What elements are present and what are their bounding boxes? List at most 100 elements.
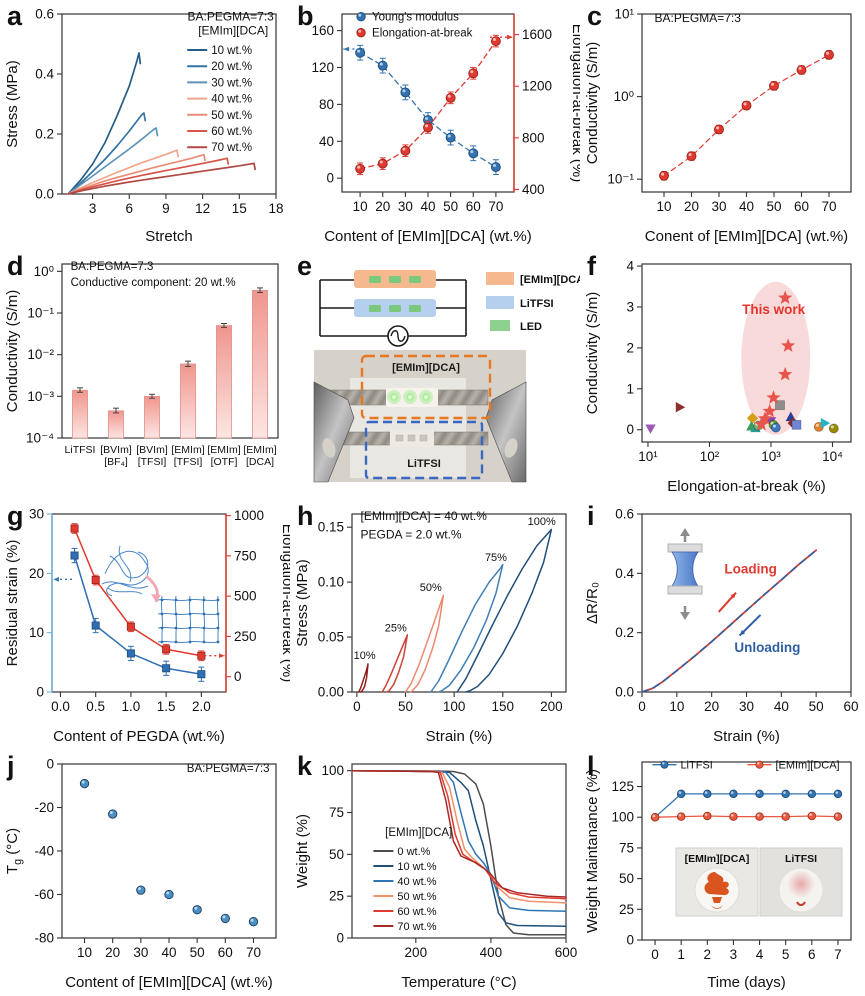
svg-text:0.2: 0.2 <box>615 625 634 640</box>
svg-text:20: 20 <box>29 566 44 581</box>
panel-k: k 200 400 600 0 25 50 75 100 Temperature (°C) Wei… <box>290 750 580 996</box>
svg-text:Elongation-at-break (%): Elongation-at-break (%) <box>569 24 580 182</box>
conductivity-content-chart: 10 20 30 40 50 60 70 10⁻¹ 10⁰ 10¹ Conent of [EMIm]… <box>584 7 852 245</box>
svg-text:5: 5 <box>782 947 790 962</box>
svg-text:0.15: 0.15 <box>318 520 344 535</box>
svg-text:0.05: 0.05 <box>318 630 344 645</box>
svg-text:50: 50 <box>190 945 205 960</box>
svg-text:40: 40 <box>319 134 334 149</box>
svg-text:75: 75 <box>619 840 634 855</box>
svg-text:0.00: 0.00 <box>318 685 344 700</box>
panel-l: l 0 1 2 3 4 5 6 7 0 25 50 75 100 125 Time (days) Weight… <box>580 750 865 996</box>
svg-text:ΔR/R₀: ΔR/R₀ <box>584 582 601 624</box>
svg-text:10 wt.%: 10 wt.% <box>211 45 252 57</box>
svg-text:50: 50 <box>329 847 344 862</box>
svg-text:10: 10 <box>77 945 92 960</box>
svg-text:-40: -40 <box>34 844 54 859</box>
svg-text:60: 60 <box>794 199 809 214</box>
svg-text:250: 250 <box>234 629 257 644</box>
conductivity-bars-chart: LiTFSI [BVIm][BF₄][BVIm][TFSI][EMIm][TFSI… <box>4 261 279 468</box>
svg-text:400: 400 <box>480 945 503 960</box>
svg-text:LiTFSI: LiTFSI <box>680 760 712 772</box>
panel-f: f 10¹ 10² 10³ 10⁴ 0 1 2 3 4 Elongation-at-break (… <box>580 250 865 500</box>
panel-g: g 0.0 0.5 1.0 1.5 2.0 0 10 20 30 0 250 500 750 1000 Co… <box>0 500 290 750</box>
svg-text:70 wt.%: 70 wt.% <box>211 142 252 154</box>
svg-text:PEGDA = 2.0 wt.%: PEGDA = 2.0 wt.% <box>361 528 462 542</box>
svg-text:160: 160 <box>311 23 334 38</box>
svg-text:1.0: 1.0 <box>122 699 141 714</box>
svg-text:12: 12 <box>195 201 210 216</box>
svg-text:10⁰: 10⁰ <box>34 264 55 279</box>
svg-text:2.0: 2.0 <box>192 699 211 714</box>
svg-text:10¹: 10¹ <box>638 449 658 464</box>
svg-text:500: 500 <box>234 589 257 604</box>
svg-text:70: 70 <box>246 945 261 960</box>
svg-text:20: 20 <box>684 199 699 214</box>
panel-j: j 10 20 30 40 50 60 70 0 -20 -40 -60 -80 Content of … <box>0 750 290 996</box>
svg-text:-60: -60 <box>34 887 54 902</box>
svg-text:Loading: Loading <box>724 562 777 577</box>
svg-text:60 wt.%: 60 wt.% <box>397 906 436 918</box>
svg-text:3: 3 <box>626 299 634 314</box>
svg-text:Temperature (°C): Temperature (°C) <box>401 974 516 991</box>
svg-text:10³: 10³ <box>761 449 781 464</box>
svg-text:7: 7 <box>834 947 842 962</box>
svg-text:[BF₄]: [BF₄] <box>104 456 128 468</box>
svg-text:3: 3 <box>89 201 97 216</box>
svg-text:30 wt.%: 30 wt.% <box>211 77 252 89</box>
svg-text:[EMIm][DCA]: [EMIm][DCA] <box>385 827 452 839</box>
photo-label-litfsi: LiTFSI <box>407 458 441 470</box>
svg-text:30: 30 <box>398 199 413 214</box>
svg-text:25: 25 <box>329 889 344 904</box>
svg-text:50 wt.%: 50 wt.% <box>397 891 436 903</box>
svg-text:Conductivity (S/m): Conductivity (S/m) <box>4 290 21 413</box>
circuit-schematic: [EMIm][DCA] LiTFSI LED <box>319 270 580 347</box>
glass-transition-chart: 10 20 30 40 50 60 70 0 -20 -40 -60 -80 Content of [E… <box>4 757 277 991</box>
svg-text:4: 4 <box>626 259 634 274</box>
svg-text:30: 30 <box>29 507 44 522</box>
svg-text:0: 0 <box>651 947 659 962</box>
svg-text:40: 40 <box>161 945 176 960</box>
svg-text:0.5: 0.5 <box>86 699 105 714</box>
svg-text:[BVIm]: [BVIm] <box>100 444 132 456</box>
svg-text:6: 6 <box>808 947 816 962</box>
svg-text:1.5: 1.5 <box>157 699 176 714</box>
svg-text:10⁻⁴: 10⁻⁴ <box>26 431 54 446</box>
svg-text:Conent of [EMIm][DCA] (wt.%): Conent of [EMIm][DCA] (wt.%) <box>645 228 848 245</box>
svg-text:0.0: 0.0 <box>35 187 54 202</box>
svg-text:10: 10 <box>656 199 671 214</box>
literature-comparison-chart: 10¹ 10² 10³ 10⁴ 0 1 2 3 4 Elongation-at-break (%)… <box>584 259 852 495</box>
led-photo: [EMIm][DCA] LiTFSI <box>313 350 527 483</box>
svg-text:20: 20 <box>105 945 120 960</box>
svg-text:10%: 10% <box>354 650 376 662</box>
svg-text:10¹: 10¹ <box>614 7 634 22</box>
svg-text:200: 200 <box>540 699 563 714</box>
svg-text:70 wt.%: 70 wt.% <box>397 921 436 933</box>
svg-text:0: 0 <box>326 171 334 186</box>
legend-label-litfsi: LiTFSI <box>520 298 554 310</box>
led-row-top <box>369 276 421 283</box>
panel-letter-l: l <box>587 751 595 781</box>
panel-letter-i: i <box>587 501 595 531</box>
panel-d: d LiTFSI [BVIm] [BF₄] [BVIm] [TFSI] [EMIm] [TF… <box>0 250 290 500</box>
svg-text:150: 150 <box>492 699 515 714</box>
alligator-clip-right <box>485 381 527 483</box>
panel-letter-k: k <box>297 751 313 781</box>
svg-text:10²: 10² <box>700 449 720 464</box>
svg-text:50: 50 <box>766 199 781 214</box>
svg-text:600: 600 <box>555 945 578 960</box>
svg-text:Elongation-at-break: Elongation-at-break <box>372 28 473 40</box>
legend-swatch-litfsi <box>486 296 514 309</box>
svg-text:750: 750 <box>234 548 257 563</box>
svg-text:125: 125 <box>611 779 634 794</box>
svg-text:-80: -80 <box>34 931 54 946</box>
svg-text:40: 40 <box>739 199 754 214</box>
svg-text:10⁰: 10⁰ <box>614 89 635 104</box>
svg-text:Time (days): Time (days) <box>707 974 786 991</box>
svg-text:0: 0 <box>638 699 646 714</box>
svg-text:10⁻¹: 10⁻¹ <box>607 172 634 187</box>
svg-text:0.10: 0.10 <box>318 575 344 590</box>
svg-text:Young's modulus: Young's modulus <box>372 12 459 24</box>
panel-letter-h: h <box>297 501 314 531</box>
svg-text:[BVIm]: [BVIm] <box>136 444 168 456</box>
